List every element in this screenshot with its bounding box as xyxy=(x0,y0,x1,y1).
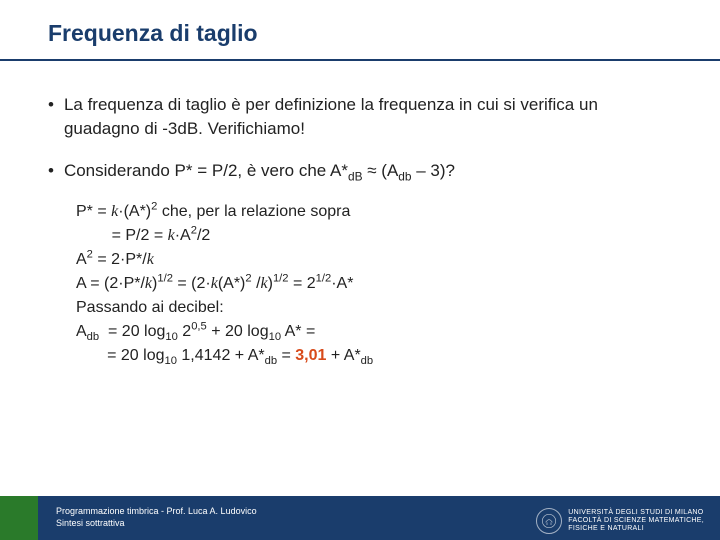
text-span: (A*) xyxy=(218,275,246,292)
math-var: k xyxy=(147,251,154,268)
math-line: Adb = 20 log10 20,5 + 20 log10 A* = xyxy=(76,320,672,344)
superscript: 1/2 xyxy=(273,273,289,285)
text-span: – 3)? xyxy=(412,161,455,180)
superscript: 1/2 xyxy=(157,273,173,285)
text-span: = xyxy=(197,161,207,180)
text-span: 2 xyxy=(178,323,191,340)
slide-title: Frequenza di taglio xyxy=(0,20,720,55)
math-line: A2 = 2·P*/k xyxy=(76,248,672,272)
text-span: ·A xyxy=(175,227,191,244)
highlight-value: 3,01 xyxy=(295,347,326,364)
text-span: Considerando P* xyxy=(64,161,197,180)
bullet-text: Considerando P* = P/2, è vero che A*dB ≈… xyxy=(64,159,672,183)
text-span: ·(A*) xyxy=(118,203,151,220)
text-span: A xyxy=(76,251,87,268)
footer-line: Sintesi sottrattiva xyxy=(56,518,257,530)
logo-line: FACOLTÀ DI SCIENZE MATEMATICHE, xyxy=(568,517,704,525)
text-span: / xyxy=(252,275,261,292)
bullet-marker: • xyxy=(48,93,54,141)
subscript: 10 xyxy=(269,332,281,344)
subscript: 10 xyxy=(165,356,177,368)
math-var: k xyxy=(261,275,268,292)
text-span: = 20 log xyxy=(76,347,165,364)
bullet-item: • Considerando P* = P/2, è vero che A*dB… xyxy=(48,159,672,183)
text-span: = 2·P*/ xyxy=(93,251,147,268)
logo-line: FISICHE E NATURALI xyxy=(568,525,704,533)
text-span: che, per la relazione sopra xyxy=(157,203,350,220)
text-span: P* = xyxy=(76,203,111,220)
math-line: = 20 log10 1,4142 + A*db = 3,01 + A*db xyxy=(76,344,672,368)
text-span: /2 xyxy=(197,227,210,244)
footer-line: Programmazione timbrica - Prof. Luca A. … xyxy=(56,506,257,518)
text-span: = (2· xyxy=(173,275,211,292)
math-var: k xyxy=(168,227,175,244)
bullet-marker: • xyxy=(48,159,54,183)
math-line: P* = k·(A*)2 che, per la relazione sopra xyxy=(76,200,672,224)
text-span: A* = xyxy=(281,323,315,340)
bullet-item: • La frequenza di taglio è per definizio… xyxy=(48,93,672,141)
superscript: 1/2 xyxy=(316,273,332,285)
math-line: = P/2 = k·A2/2 xyxy=(76,224,672,248)
bullet-text: La frequenza di taglio è per definizione… xyxy=(64,93,672,141)
subscript: dB xyxy=(348,169,363,183)
text-span: = xyxy=(277,347,295,364)
text-span: + 20 log xyxy=(207,323,269,340)
superscript: 0,5 xyxy=(191,321,207,333)
slide-content: • La frequenza di taglio è per definizio… xyxy=(0,61,720,368)
footer-accent xyxy=(0,496,38,540)
text-span: A = (2·P*/ xyxy=(76,275,145,292)
math-line: Passando ai decibel: xyxy=(76,296,672,320)
math-var: k xyxy=(145,275,152,292)
text-span: 1,4142 + A* xyxy=(177,347,265,364)
text-span: = P/2 = xyxy=(76,227,168,244)
math-var: k xyxy=(211,275,218,292)
university-seal-icon xyxy=(536,508,562,534)
footer-logo: UNIVERSITÀ DEGLI STUDI DI MILANO FACOLTÀ… xyxy=(536,508,704,534)
text-span: = 20 log xyxy=(99,323,165,340)
text-span: = 2 xyxy=(289,275,316,292)
text-span: A xyxy=(76,323,87,340)
math-line: A = (2·P*/k)1/2 = (2·k(A*)2 /k)1/2 = 21/… xyxy=(76,272,672,296)
math-block: P* = k·(A*)2 che, per la relazione sopra… xyxy=(76,200,672,368)
text-span: P/2, è vero che A* xyxy=(207,161,348,180)
slide-footer: Programmazione timbrica - Prof. Luca A. … xyxy=(0,496,720,540)
slide: Frequenza di taglio • La frequenza di ta… xyxy=(0,0,720,540)
text-span: + A* xyxy=(326,347,360,364)
text-span: ·A* xyxy=(331,275,353,292)
text-span: ≈ (A xyxy=(363,161,399,180)
footer-logo-text: UNIVERSITÀ DEGLI STUDI DI MILANO FACOLTÀ… xyxy=(568,509,704,533)
subscript: db xyxy=(87,332,99,344)
subscript: db xyxy=(265,356,277,368)
logo-line: UNIVERSITÀ DEGLI STUDI DI MILANO xyxy=(568,509,704,517)
subscript: db xyxy=(361,356,373,368)
footer-text: Programmazione timbrica - Prof. Luca A. … xyxy=(56,506,257,529)
subscript: 10 xyxy=(165,332,177,344)
subscript: db xyxy=(398,169,411,183)
